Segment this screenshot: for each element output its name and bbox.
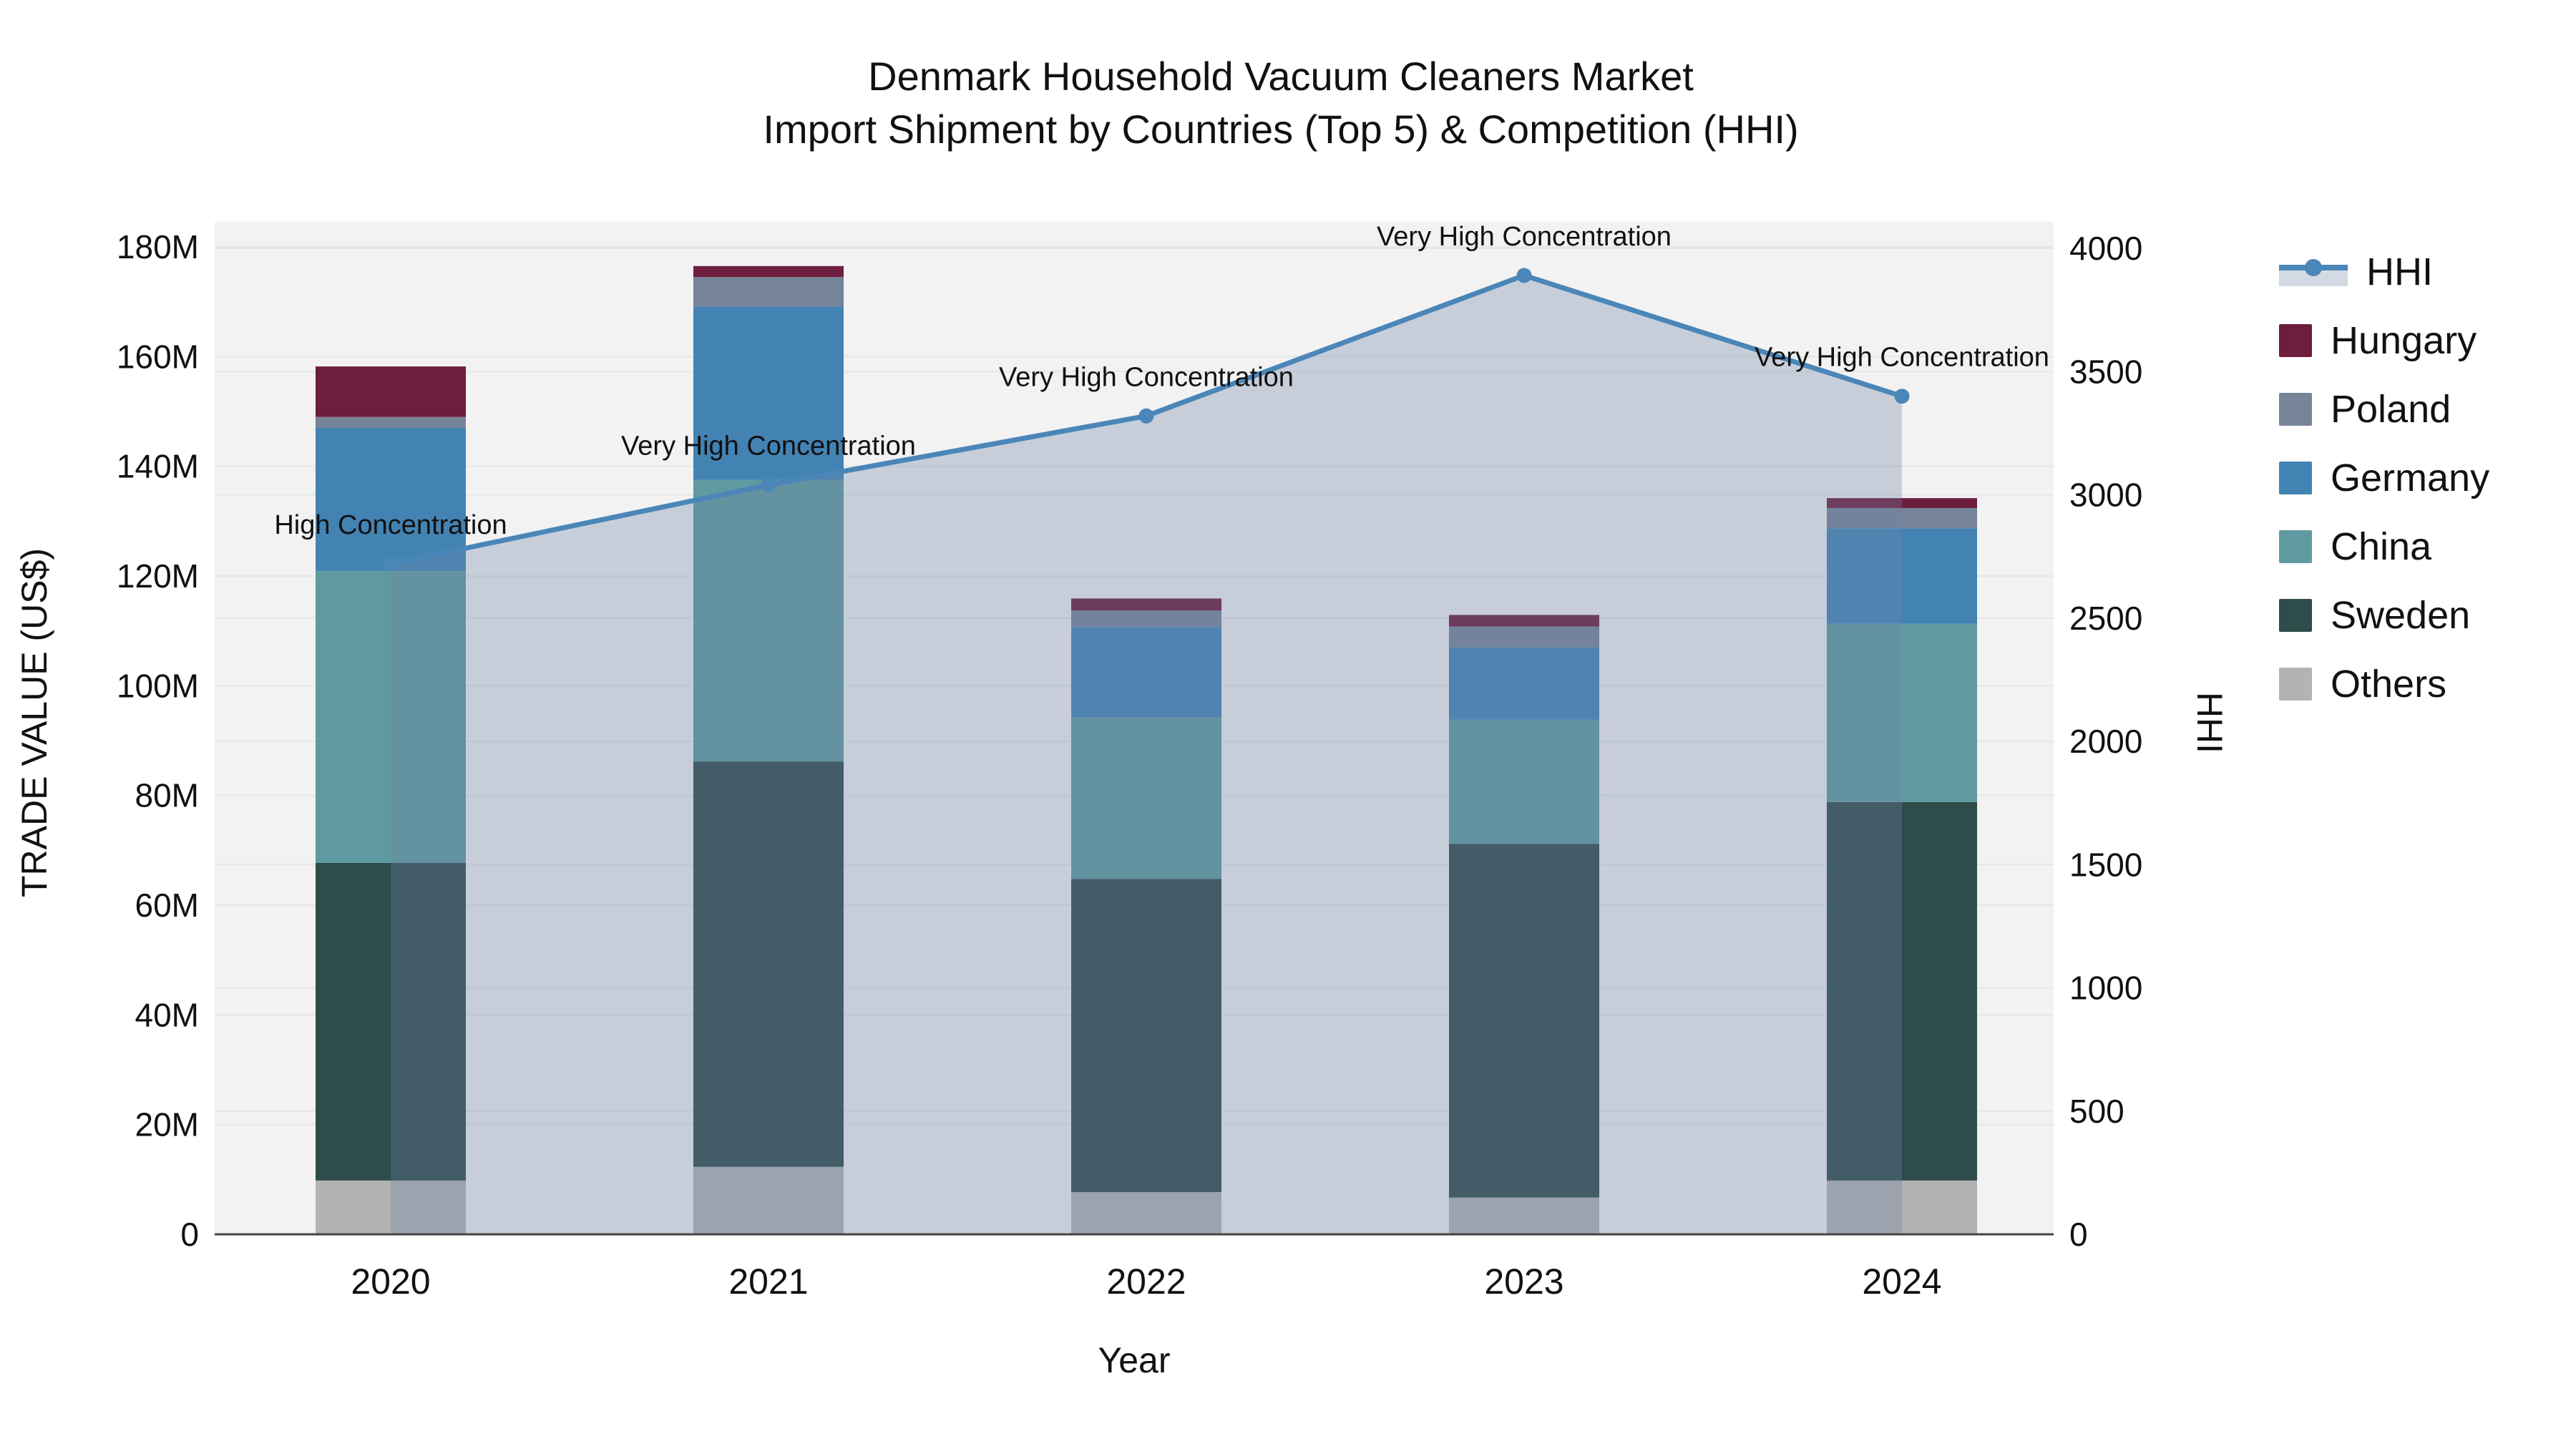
y-right-tick-3500: 3500 [2069,353,2142,390]
bar-segment-hungary-2022[interactable] [1071,598,1221,611]
x-axis-title: Year [1098,1340,1171,1380]
chart-title-line1: Denmark Household Vacuum Cleaners Market [868,54,1694,99]
y-right-tick-4000: 4000 [2069,230,2142,267]
germany-swatch-icon [2279,462,2312,494]
bar-segment-germany-2021[interactable] [693,306,844,480]
bar-segment-poland-2022[interactable] [1071,610,1221,628]
y-left-tick-180M: 180M [117,228,199,265]
chart-title-line2: Import Shipment by Countries (Top 5) & C… [763,107,1799,152]
bar-segment-sweden-2023[interactable] [1449,844,1599,1198]
bar-segment-germany-2020[interactable] [316,428,466,572]
legend-label-hungary: Hungary [2331,319,2477,362]
bar-segment-others-2023[interactable] [1449,1197,1599,1234]
bar-segment-china-2021[interactable] [693,479,844,762]
bar-segment-hungary-2023[interactable] [1449,615,1599,627]
y-right-tick-0: 0 [2069,1216,2088,1253]
bar-segment-sweden-2020[interactable] [316,862,466,1181]
y-left-tick-160M: 160M [117,338,199,375]
y-right-tick-500: 500 [2069,1093,2124,1130]
hhi-line-swatch-icon [2279,259,2348,286]
bar-segment-poland-2023[interactable] [1449,626,1599,648]
annotation-2023: Very High Concentration [1377,222,1672,252]
bar-segment-hungary-2020[interactable] [316,366,466,417]
x-tick-2020: 2020 [351,1262,430,1302]
x-tick-2021: 2021 [728,1262,808,1302]
hhi-area-fill [391,275,1902,1234]
y-left-tick-100M: 100M [117,667,199,704]
legend-label-others: Others [2331,663,2447,706]
sweden-swatch-icon [2279,599,2312,632]
bar-segment-poland-2020[interactable] [316,416,466,428]
bar-segment-others-2024[interactable] [1827,1180,1977,1234]
legend-label-china: China [2331,525,2432,568]
hhi-marker-2021[interactable] [761,477,776,493]
legend-item-poland[interactable]: Poland [2279,375,2489,444]
poland-swatch-icon [2279,393,2312,426]
y-right-tick-3000: 3000 [2069,477,2142,514]
y-left-tick-20M: 20M [135,1106,199,1143]
bar-segment-hungary-2024[interactable] [1827,498,1977,508]
y-left-tick-60M: 60M [135,887,199,924]
legend-item-hungary[interactable]: Hungary [2279,306,2489,375]
x-tick-2023: 2023 [1484,1262,1563,1302]
bar-segment-sweden-2021[interactable] [693,761,844,1167]
bar-segment-poland-2024[interactable] [1827,507,1977,529]
legend-item-china[interactable]: China [2279,512,2489,581]
y-right-tick-1500: 1500 [2069,846,2142,883]
bar-segment-germany-2023[interactable] [1449,647,1599,720]
x-tick-2024: 2024 [1862,1262,1941,1302]
legend-label-germany: Germany [2331,457,2490,499]
legend: HHI Hungary Poland Germany China Sweden Others [2279,238,2489,718]
hhi-marker-2024[interactable] [1894,389,1910,404]
legend-item-sweden[interactable]: Sweden [2279,581,2489,650]
bar-segment-china-2023[interactable] [1449,719,1599,844]
annotation-2021: Very High Concentration [621,431,916,462]
china-swatch-icon [2279,530,2312,563]
bar-segment-china-2020[interactable] [316,571,466,863]
legend-label-hhi: HHI [2366,250,2433,293]
bar-segment-sweden-2022[interactable] [1071,879,1221,1192]
y-left-tick-140M: 140M [117,448,199,485]
y-right-tick-1000: 1000 [2069,970,2142,1007]
y-left-tick-40M: 40M [135,996,199,1033]
bar-segment-sweden-2024[interactable] [1827,801,1977,1181]
bar-segment-china-2024[interactable] [1827,623,1977,802]
bar-segment-others-2022[interactable] [1071,1191,1221,1234]
legend-item-hhi[interactable]: HHI [2279,238,2489,306]
annotation-2020: High Concentration [274,510,507,540]
x-tick-2022: 2022 [1106,1262,1186,1302]
chart-title: Denmark Household Vacuum Cleaners Market… [0,50,2562,156]
y-left-tick-0: 0 [180,1216,199,1253]
y-left-tick-80M: 80M [135,777,199,814]
bar-segment-germany-2022[interactable] [1071,627,1221,718]
legend-label-poland: Poland [2331,388,2451,431]
others-swatch-icon [2279,668,2312,701]
legend-item-germany[interactable]: Germany [2279,444,2489,512]
legend-item-others[interactable]: Others [2279,650,2489,718]
hhi-marker-2022[interactable] [1138,408,1154,424]
hhi-marker-2020[interactable] [383,556,399,572]
y-right-tick-2500: 2500 [2069,600,2142,637]
hhi-marker-2023[interactable] [1516,268,1532,283]
hungary-swatch-icon [2279,324,2312,357]
annotation-2022: Very High Concentration [999,362,1294,392]
y-right-tick-2000: 2000 [2069,723,2142,760]
annotation-2024: Very High Concentration [1755,343,2049,373]
bar-segment-poland-2021[interactable] [693,277,844,307]
y-left-tick-120M: 120M [117,557,199,595]
bar-segment-others-2021[interactable] [693,1166,844,1234]
bar-segment-others-2020[interactable] [316,1180,466,1234]
bar-segment-hungary-2021[interactable] [693,265,844,278]
legend-label-sweden: Sweden [2331,594,2471,637]
bar-segment-germany-2024[interactable] [1827,528,1977,624]
bar-segment-china-2022[interactable] [1071,717,1221,879]
